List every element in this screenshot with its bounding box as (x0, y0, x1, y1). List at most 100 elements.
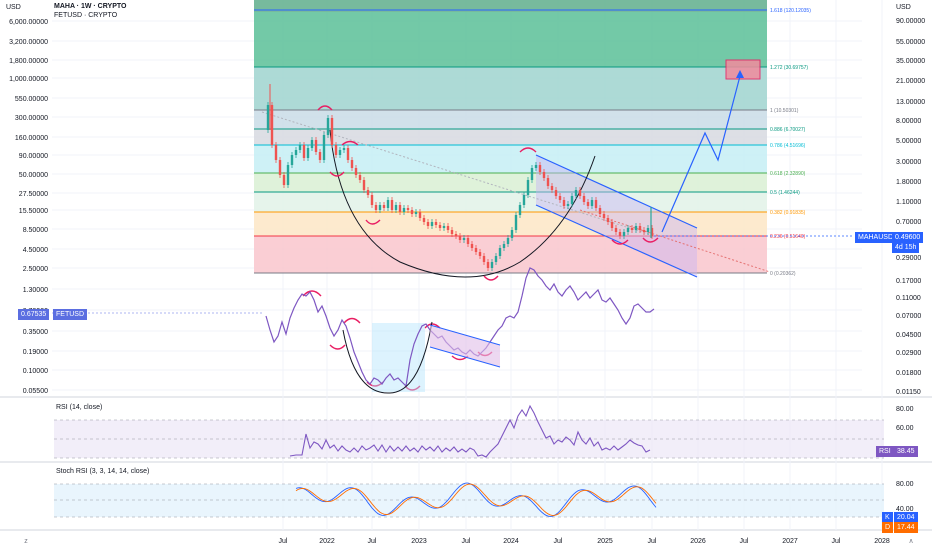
maha-candle-body (342, 148, 346, 150)
target-box (725, 59, 761, 80)
x-axis-left-glyph: z (24, 538, 28, 545)
left-axis-tick: 0.10000 (23, 368, 48, 375)
arc-fet-top-3 (424, 323, 441, 329)
right-axis-tick: 35.00000 (896, 58, 925, 65)
maha-candle-body (294, 150, 298, 155)
arc-fet-top-2 (343, 317, 361, 324)
right-axis-tick: 0.17000 (896, 278, 921, 285)
x-axis-right-glyph: ∧ (908, 538, 913, 545)
channel-upper (535, 154, 698, 229)
arc-bot-1 (329, 171, 345, 177)
stoch-k-value: 20.04 (894, 512, 918, 523)
maha-candle-body (414, 212, 418, 214)
maha-candle-body (418, 212, 422, 218)
channel-fill (536, 155, 697, 277)
maha-candle-body (550, 186, 554, 190)
left-axis-tick: 1,800.00000 (9, 58, 48, 65)
maha-candle-body (454, 234, 458, 236)
maha-candle-body (614, 228, 618, 232)
right-axis-tick: 0.01150 (896, 389, 921, 396)
maha-candle-body (310, 140, 314, 148)
maha-candle-body (594, 200, 598, 208)
rsi-axis-tick: 80.00 (896, 406, 914, 413)
maha-candle-body (562, 200, 566, 206)
maha-candle-body (478, 252, 482, 256)
x-axis-tick: Jul (279, 538, 288, 545)
maha-candle-body (358, 175, 362, 180)
fib-zone-1 (254, 12, 767, 67)
fet-channel-fill (430, 325, 500, 367)
fib-zone-4 (254, 129, 767, 145)
maha-candle-body (282, 175, 286, 185)
right-axis-tick: 0.01800 (896, 370, 921, 377)
right-currency: USD (896, 4, 911, 11)
maha-candle-body (598, 208, 602, 214)
right-axis-tick: 0.29000 (896, 255, 921, 262)
fib-label-0: 1.618 (120.12035) (770, 8, 811, 14)
maha-candle-body (458, 236, 462, 240)
fib-zone-8 (254, 212, 767, 236)
left-axis-tick: 90.00000 (19, 153, 48, 160)
stoch-d-line (295, 483, 657, 516)
left-axis-tick: 160.00000 (15, 135, 48, 142)
maha-candle-body (298, 145, 302, 150)
arc-bot-3 (483, 275, 499, 281)
maha-candle-body (370, 195, 374, 205)
maha-candle-body (322, 135, 326, 160)
channel-lower (535, 204, 698, 278)
maha-candle-body (378, 205, 382, 210)
right-axis-tick: 1.80000 (896, 179, 921, 186)
arc-bot-2 (365, 219, 381, 225)
x-axis-tick: Jul (462, 538, 471, 545)
left-axis-tick: 2.50000 (23, 266, 48, 273)
maha-candle-body (374, 205, 378, 210)
maha-candle-body (446, 226, 450, 230)
maha-candle-body (606, 218, 610, 222)
maha-candle-body (530, 168, 534, 180)
fib-zone-0 (254, 0, 767, 12)
maha-candle-body (430, 222, 434, 226)
right-axis-tick: 0.07000 (896, 313, 921, 320)
right-axis-tick: 0.02900 (896, 350, 921, 357)
x-axis-tick: Jul (368, 538, 377, 545)
right-axis-tick: 90.00000 (896, 18, 925, 25)
maha-candle-body (634, 226, 638, 230)
rsi-line (289, 404, 651, 458)
maha-candle-body (394, 205, 398, 210)
maha-candle-body (270, 105, 274, 145)
x-axis-tick: Jul (740, 538, 749, 545)
fib-label-3: 0.886 (6.70027) (770, 127, 806, 133)
arc-bot-5 (642, 237, 659, 243)
maha-candle-body (302, 145, 306, 158)
left-axis-tick: 4.50000 (23, 247, 48, 254)
right-axis-tick: 0.70000 (896, 219, 921, 226)
maha-candle-body (514, 215, 518, 230)
x-axis-tick: 2026 (690, 538, 706, 545)
maha-candle-body (406, 208, 410, 210)
chart-subtitle: FETUSD · CRYPTO (54, 12, 118, 19)
maha-candle-body (546, 178, 550, 186)
maha-candle-body (494, 256, 498, 262)
maha-candle-body (334, 145, 338, 155)
maha-candle-body (602, 214, 606, 218)
left-axis-tick: 0.19000 (23, 349, 48, 356)
maha-candle-body (578, 190, 582, 196)
x-axis-tick: 2028 (874, 538, 890, 545)
maha-candle-body (522, 195, 526, 205)
maha-candle-body (450, 230, 454, 234)
maha-label-tag: MAHAUSD (855, 232, 897, 243)
maha-candle-body (346, 148, 350, 160)
arc-fet-bot-1 (329, 344, 346, 350)
stoch-axis-tick: 80.00 (896, 481, 914, 488)
maha-candle-body (434, 222, 438, 225)
right-axis-tick: 13.00000 (896, 99, 925, 106)
stoch-axis-tick: 40.00 (896, 506, 914, 513)
maha-candle-body (482, 256, 486, 262)
fib-label-9: 0 (0.20362) (770, 271, 796, 277)
projection-path (661, 75, 741, 233)
maha-candle-body (610, 222, 614, 228)
maha-candle-body (326, 118, 330, 135)
maha-candle-body (558, 196, 562, 200)
projection-arrowhead (736, 70, 744, 78)
maha-candle-body (278, 160, 282, 175)
